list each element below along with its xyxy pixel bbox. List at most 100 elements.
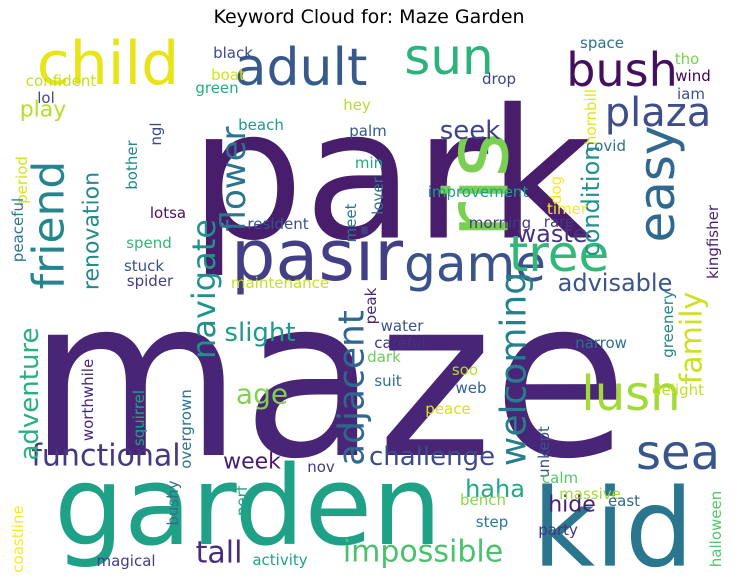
word-kid: kid xyxy=(532,467,693,581)
word-spend: spend xyxy=(126,234,172,252)
word-magical: magical xyxy=(96,552,155,570)
word-child: child xyxy=(37,36,179,99)
word-period: period xyxy=(13,156,31,204)
word-resident: resident xyxy=(247,215,308,233)
word-iam: iam xyxy=(677,85,705,103)
word-bench: bench xyxy=(460,491,506,509)
word-welcoming: welcoming xyxy=(494,272,535,466)
word-improvement: improvement xyxy=(428,183,529,201)
word-garden: garden xyxy=(54,442,442,570)
word-squirrel: squirrel xyxy=(130,390,148,446)
word-seek: seek xyxy=(440,116,501,146)
word-boat: boat xyxy=(211,66,245,84)
word-flower: flower xyxy=(214,127,254,232)
chart-title: Keyword Cloud for: Maze Garden xyxy=(213,6,525,28)
word-unkept: unkept xyxy=(535,426,553,478)
word-stuck: stuck xyxy=(124,257,164,275)
word-space: space xyxy=(580,36,624,52)
word-waste: waste xyxy=(516,220,587,248)
word-soo: soo xyxy=(452,361,478,379)
word-min: min xyxy=(355,154,383,172)
word-friend: friend xyxy=(24,161,75,290)
word-massive: massive xyxy=(559,485,621,503)
word-overgrown: overgrown xyxy=(177,389,195,469)
word-nerf: nerf xyxy=(233,485,251,516)
word-lover: lover xyxy=(369,176,387,214)
word-narrow: narrow xyxy=(575,334,627,352)
word-condition: condition xyxy=(577,146,605,257)
word-meet: meet xyxy=(342,203,360,242)
word-lol: lol xyxy=(37,89,55,107)
word-renovation: renovation xyxy=(80,172,105,290)
word-maintenance: maintenance xyxy=(231,274,329,292)
word-peak: peak xyxy=(362,287,380,324)
word-challenge: challenge xyxy=(369,442,495,472)
word-greenery: greenery xyxy=(659,290,677,358)
word-wind: wind xyxy=(675,67,710,85)
word-hornbill: hornbill xyxy=(582,89,600,145)
word-suit: suit xyxy=(374,372,401,390)
word-green: green xyxy=(195,79,238,97)
word-sun: sun xyxy=(404,36,493,86)
word-tall: tall xyxy=(196,536,243,571)
word-park: park xyxy=(190,72,593,281)
word-rare: rare xyxy=(544,213,574,231)
word-black: black xyxy=(213,44,253,62)
word-adult: adult xyxy=(235,38,368,98)
word-lotsa: lotsa xyxy=(150,204,186,222)
word-tree: tree xyxy=(509,225,610,283)
word-tho: tho xyxy=(675,50,700,68)
word-easy: easy xyxy=(628,125,686,242)
word-functional: functional xyxy=(31,439,180,474)
word-spider: spider xyxy=(127,272,174,290)
word-web: web xyxy=(455,379,486,397)
word-game: game xyxy=(404,235,546,293)
word-adventure: adventure xyxy=(15,327,45,460)
word-halloween: halloween xyxy=(707,491,725,567)
word-play: play xyxy=(20,98,67,123)
word-hey: hey xyxy=(343,96,371,114)
word-water: water xyxy=(381,317,425,335)
word-party: party xyxy=(538,521,578,539)
word-dog: dog xyxy=(547,176,565,204)
word-dark: dark xyxy=(367,348,401,366)
word-bother: bother xyxy=(123,139,141,189)
word-drop: drop xyxy=(482,70,516,88)
word-palm: palm xyxy=(349,122,387,140)
word-coastline: coastline xyxy=(11,505,27,572)
word-bushy: bushy xyxy=(164,480,182,525)
word-ris: ris xyxy=(426,132,529,238)
word-kingfisher: kingfisher xyxy=(704,204,722,279)
word-age: age xyxy=(236,378,288,411)
word-nov: nov xyxy=(307,458,335,476)
word-east: east xyxy=(608,492,640,510)
word-week: week xyxy=(223,450,281,475)
word-calm: calm xyxy=(542,469,578,487)
word-delight: delight xyxy=(652,381,704,399)
word-covid: covid xyxy=(586,137,626,155)
word-adjacent: adjacent xyxy=(332,310,373,466)
word-bush: bush xyxy=(566,43,677,97)
word-worthwhile: worthwhile xyxy=(79,359,97,441)
word-lush: lush xyxy=(581,366,680,422)
word-confident: confident xyxy=(26,72,97,90)
word-step: step xyxy=(476,513,508,531)
word-slight: slight xyxy=(224,318,295,348)
word-navigate: navigate xyxy=(185,219,223,359)
word-family: family xyxy=(675,292,710,385)
word-maze: maze xyxy=(28,251,628,507)
word-ngl: ngl xyxy=(147,122,165,145)
word-plaza: plaza xyxy=(605,90,712,136)
word-activity: activity xyxy=(252,551,307,569)
word-careful: careful xyxy=(374,334,425,352)
word-sea: sea xyxy=(636,425,720,481)
word-timer: timer xyxy=(547,200,588,218)
word-advisable: advisable xyxy=(558,269,673,297)
word-haha: haha xyxy=(465,475,525,503)
word-morning: morning xyxy=(469,214,531,232)
word-peace: peace xyxy=(425,400,470,418)
word-beach: beach xyxy=(238,116,284,134)
word-peaceful: peaceful xyxy=(11,198,27,262)
word-impossible: impossible xyxy=(343,535,503,570)
